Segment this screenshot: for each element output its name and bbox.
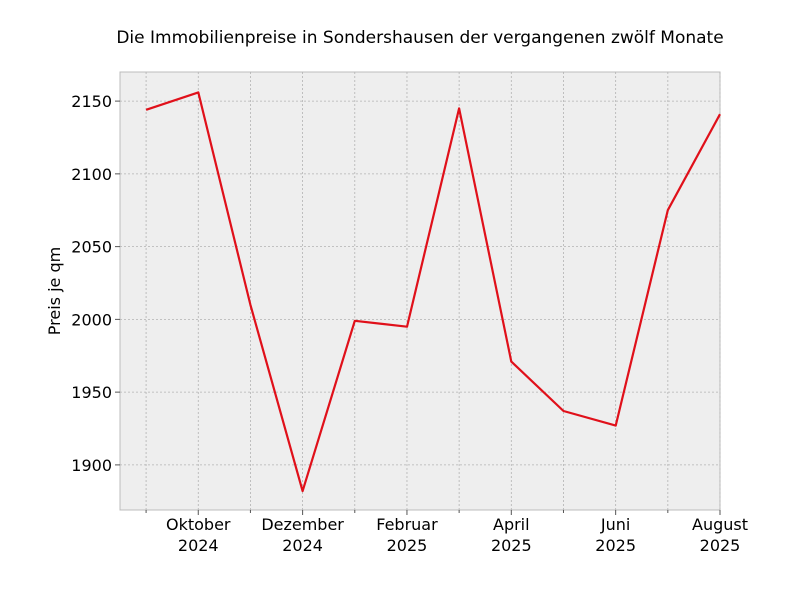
x-axis-ticks: Oktober 2024 Dezember 2024 Februar 2025 April 2… [145, 510, 748, 555]
y-tick-label: 1900 [71, 456, 112, 475]
series-group [145, 91, 721, 493]
series-line [145, 91, 721, 493]
plot-area [119, 71, 721, 511]
y-axis-ticks: 1900 1950 2000 2050 2100 2150 [71, 92, 120, 475]
chart-title: Die Immobilienpreise in Sondershausen de… [116, 28, 723, 48]
grid-lines [120, 72, 721, 510]
x-tick-label-month: Februar [376, 515, 438, 534]
x-tick-label-year: 2025 [700, 536, 741, 555]
x-tick-label-month: April [493, 515, 530, 534]
y-tick-label: 2100 [71, 165, 112, 184]
x-tick-label-year: 2025 [595, 536, 636, 555]
y-tick-label: 2150 [71, 92, 112, 111]
y-tick-label: 1950 [71, 383, 112, 402]
y-tick-label: 2050 [71, 238, 112, 257]
x-tick-label-year: 2025 [491, 536, 532, 555]
x-tick-label-month: August [692, 515, 748, 534]
x-tick-label-year: 2024 [178, 536, 219, 555]
x-tick-label-month: Dezember [261, 515, 344, 534]
y-tick-label: 2000 [71, 310, 112, 329]
x-tick-label-year: 2024 [282, 536, 323, 555]
x-tick-label-month: Oktober [166, 515, 231, 534]
x-tick-label-month: Juni [600, 515, 630, 534]
y-axis-label: Preis je qm [45, 247, 64, 335]
x-tick-label-year: 2025 [387, 536, 428, 555]
